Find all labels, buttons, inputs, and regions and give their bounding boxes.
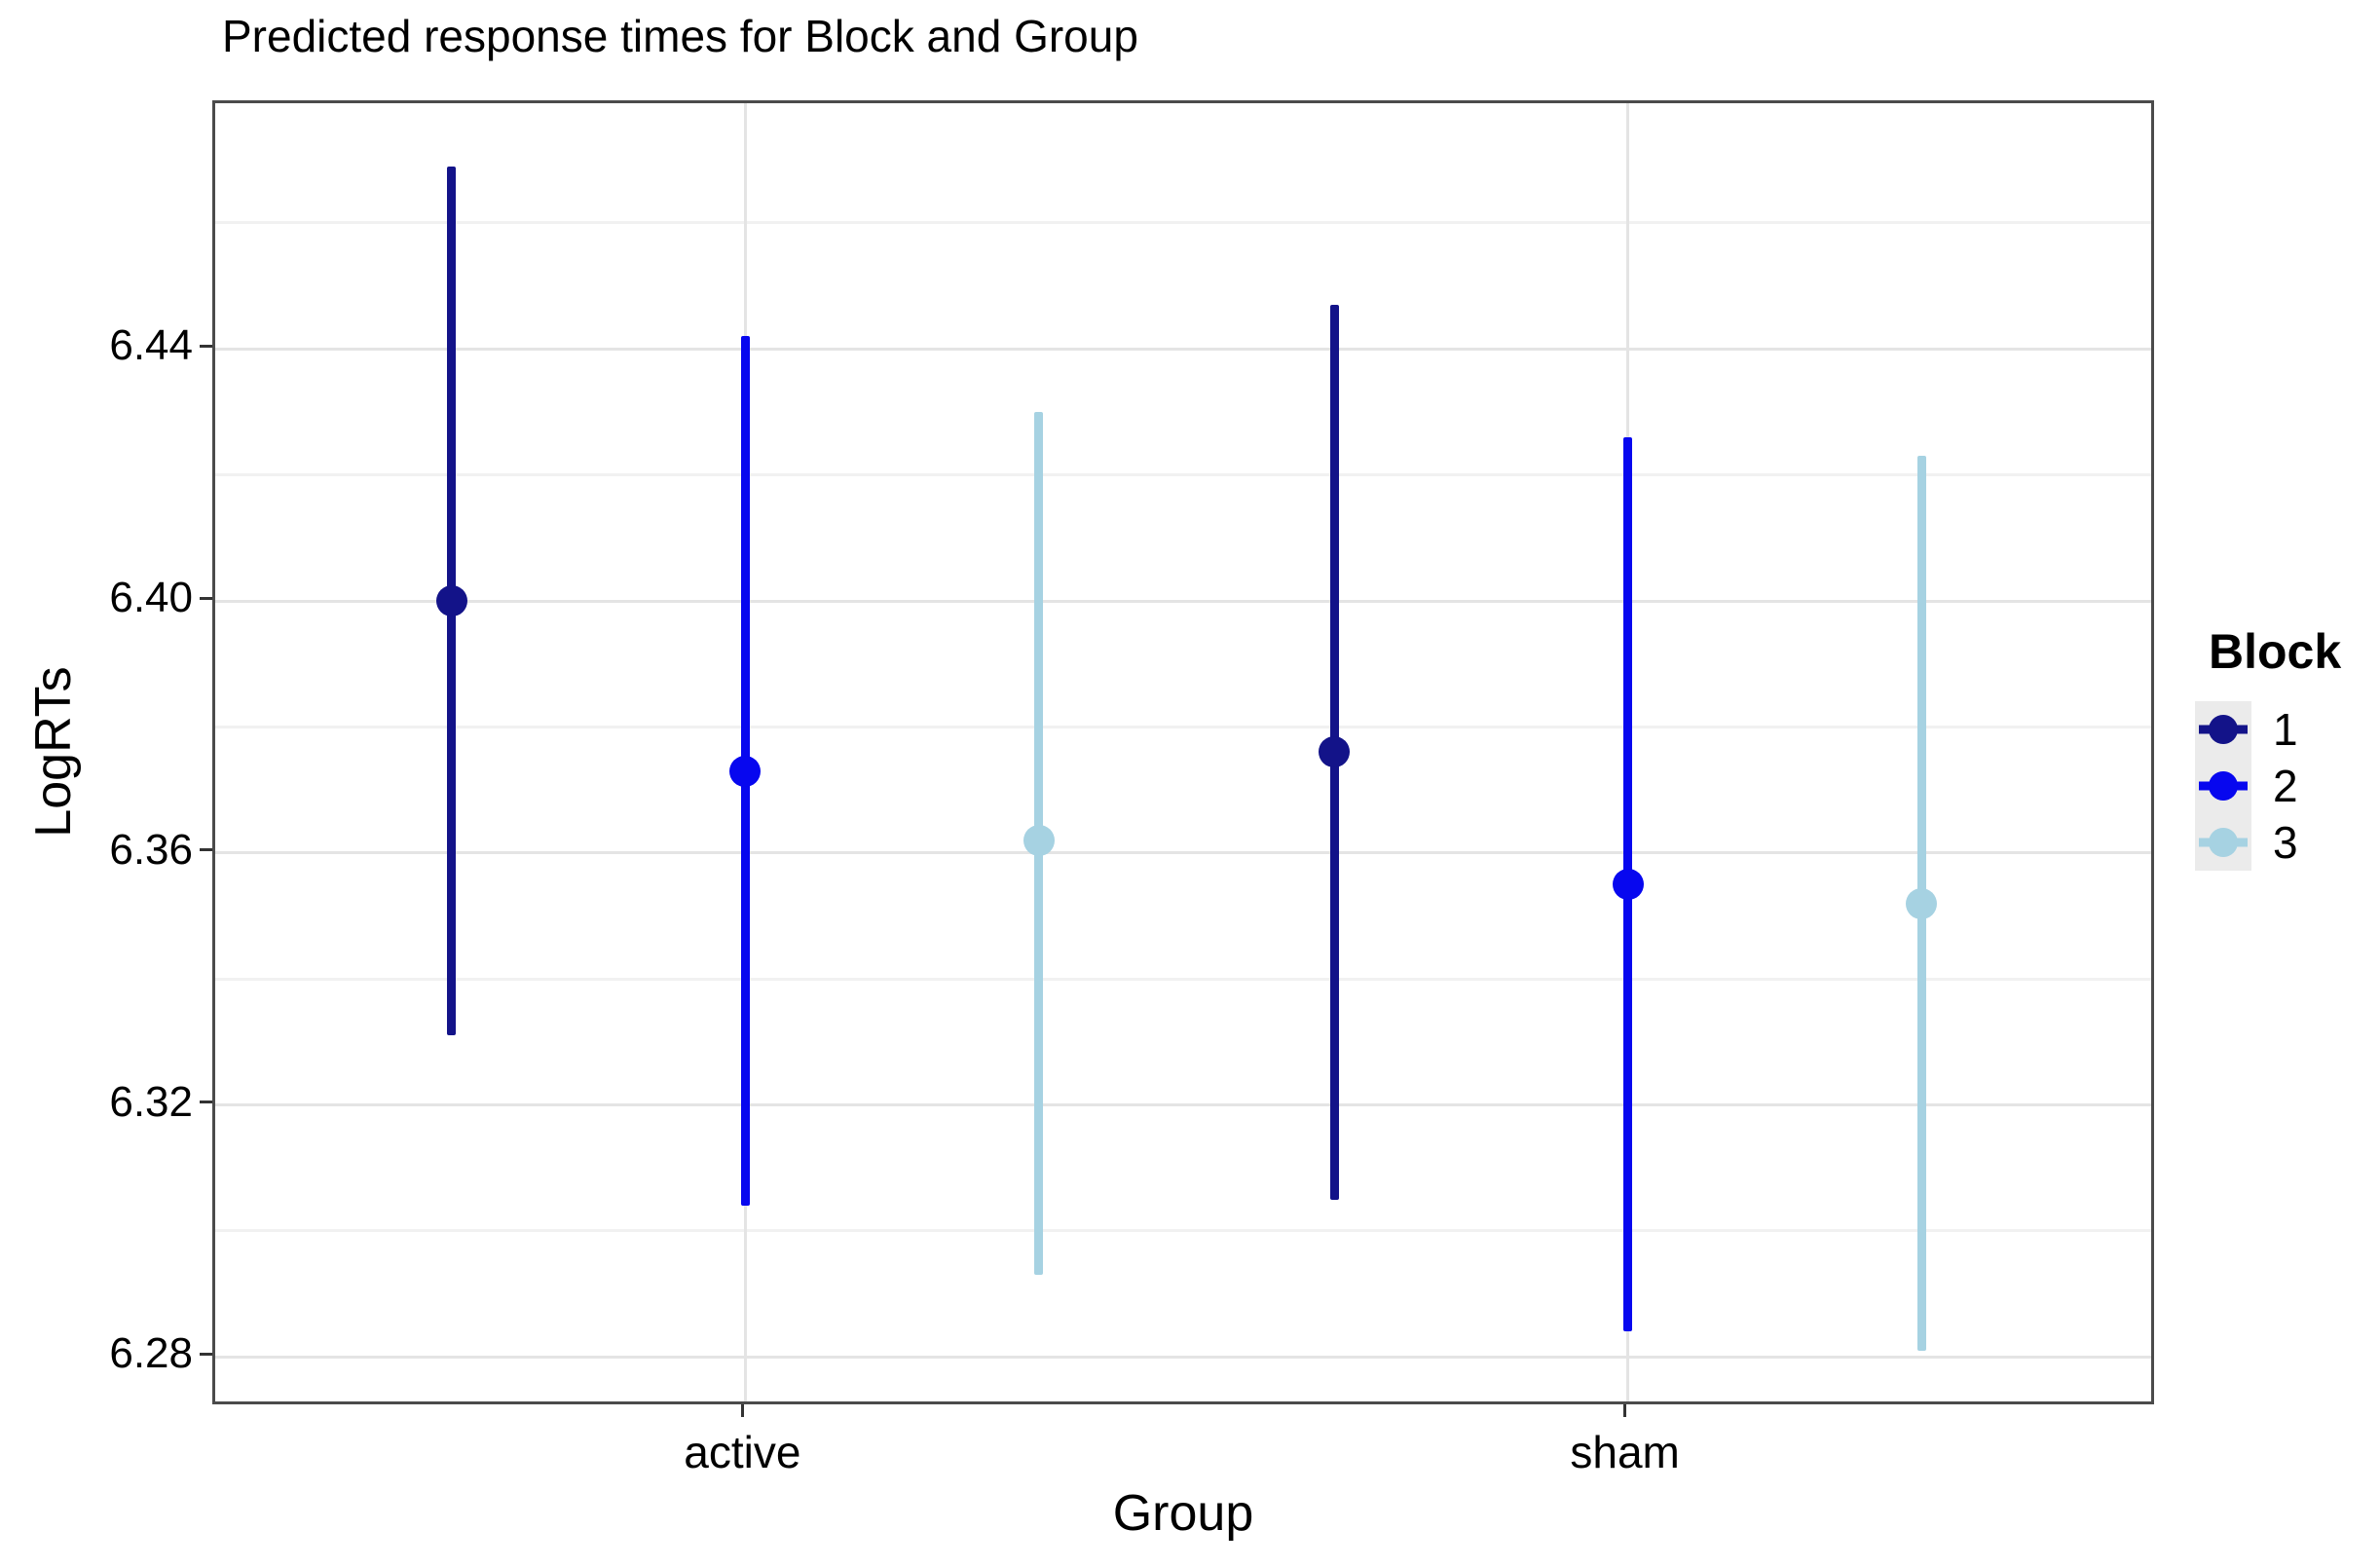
y-minor-gridline [215,1229,2151,1233]
y-minor-gridline [215,725,2151,728]
y-axis-tick [200,596,212,600]
legend: Block 1 2 3 [2195,623,2341,871]
y-tick-label: 6.36 [109,825,193,874]
legend-title: Block [2209,624,2342,679]
legend-item: 2 [2195,758,2341,814]
y-minor-gridline [215,977,2151,981]
plot-title: Predicted response times for Block and G… [222,11,1138,61]
y-tick-label: 6.32 [109,1077,193,1126]
y-axis-title: LogRTs [25,666,82,838]
pointrange-dot [729,755,762,787]
legend-key-dot-glyph [2209,828,2238,857]
y-minor-gridline [215,221,2151,225]
y-tick-label: 6.44 [109,321,193,370]
legend-key [2195,814,2251,871]
legend-key-dot-glyph [2209,771,2238,801]
x-axis-tick [740,1404,744,1417]
y-minor-gridline [215,473,2151,477]
x-axis-tick [1623,1404,1627,1417]
x-tick-label: active [684,1427,801,1477]
legend-item-label: 2 [2273,761,2298,811]
y-major-gridline [215,1355,2151,1359]
legend-item: 1 [2195,701,2341,758]
y-axis-tick [200,848,212,852]
y-axis-tick [200,1352,212,1356]
pointrange-dot [435,585,467,617]
y-axis-tick [200,1101,212,1103]
pointrange-dot [1023,824,1055,856]
x-axis-title: Group [1112,1485,1254,1542]
plot-panel [212,100,2154,1404]
legend-items: 1 2 3 [2195,701,2341,871]
pointrange-dot [1906,887,1938,919]
y-major-gridline [215,347,2151,351]
y-axis-tick [200,344,212,348]
y-major-gridline [215,851,2151,855]
pointrange-dot [1319,736,1351,768]
pointrange-dot [1612,869,1644,901]
y-major-gridline [215,1103,2151,1106]
y-tick-label: 6.40 [109,574,193,622]
legend-item-label: 3 [2273,817,2298,868]
legend-key [2195,701,2251,758]
legend-item-label: 1 [2273,704,2298,755]
legend-key-dot-glyph [2209,715,2238,744]
legend-item: 3 [2195,814,2341,871]
x-tick-label: sham [1570,1427,1680,1477]
legend-key [2195,758,2251,814]
y-tick-label: 6.28 [109,1329,193,1378]
y-major-gridline [215,599,2151,603]
